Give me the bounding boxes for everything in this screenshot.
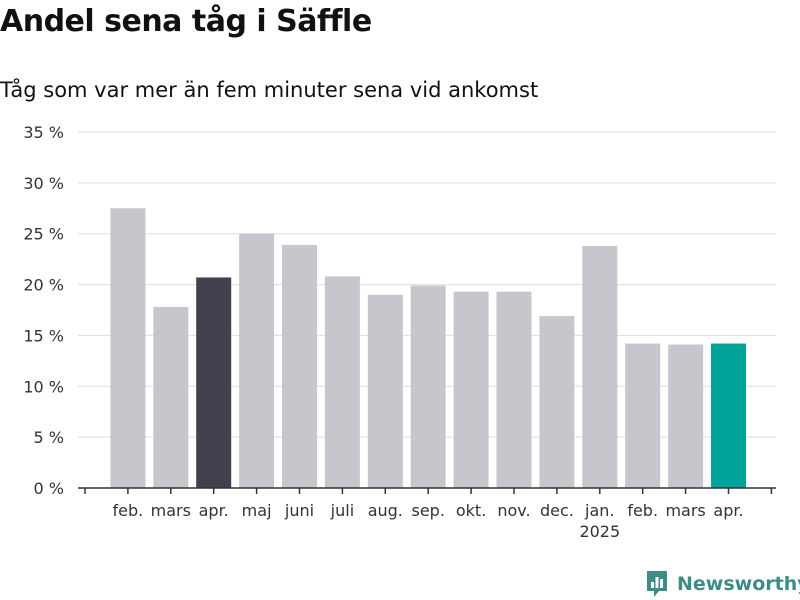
y-tick-label: 5 % — [34, 428, 64, 447]
bar — [453, 291, 489, 488]
brand: Newsworthy — [645, 568, 800, 600]
y-tick-label: 0 % — [34, 479, 64, 498]
x-tick-label: nov. — [497, 501, 530, 520]
x-tick-label: dec. — [540, 501, 574, 520]
x-tick-label: maj — [242, 501, 272, 520]
x-tick-label: juli — [330, 501, 354, 520]
y-tick-label: 15 % — [23, 326, 64, 345]
bar — [239, 233, 275, 488]
chart-title: Andel sena tåg i Säffle — [0, 4, 372, 39]
x-tick-label: okt. — [456, 501, 486, 520]
bar — [711, 343, 746, 488]
y-tick-label: 30 % — [23, 174, 64, 193]
x-tick-label: aug. — [368, 501, 403, 520]
y-tick-label: 25 % — [23, 225, 64, 244]
bar — [153, 306, 189, 488]
brand-name: Newsworthy — [677, 573, 800, 595]
newsworthy-logo-icon — [647, 571, 667, 597]
bar — [625, 343, 661, 488]
x-tick-label: feb. — [113, 501, 144, 520]
x-tick-label: jan. — [584, 501, 614, 520]
x-tick-label: apr. — [199, 501, 229, 520]
x-year-label: 2025 — [579, 522, 620, 541]
chart-subtitle: Tåg som var mer än fem minuter sena vid … — [0, 78, 539, 102]
x-tick-label: feb. — [627, 501, 658, 520]
bar — [324, 276, 360, 488]
x-tick-label: apr. — [713, 501, 743, 520]
bar — [110, 208, 146, 489]
y-tick-label: 20 % — [23, 276, 64, 295]
bar — [668, 344, 704, 488]
y-tick-label: 10 % — [23, 377, 64, 396]
x-tick-label: juni — [284, 501, 314, 520]
bar — [582, 245, 618, 488]
x-tick-label: mars — [665, 501, 705, 520]
bar — [282, 244, 317, 488]
bar — [196, 277, 232, 488]
bar — [496, 291, 532, 488]
y-tick-label: 35 % — [23, 123, 64, 142]
bar — [410, 285, 446, 488]
x-tick-label: mars — [151, 501, 191, 520]
bar — [539, 316, 575, 488]
x-tick-label: sep. — [411, 501, 444, 520]
bar-chart: 0 %5 %10 %15 %20 %25 %30 %35 %feb. mars ap… — [23, 123, 776, 541]
bar — [367, 294, 403, 488]
